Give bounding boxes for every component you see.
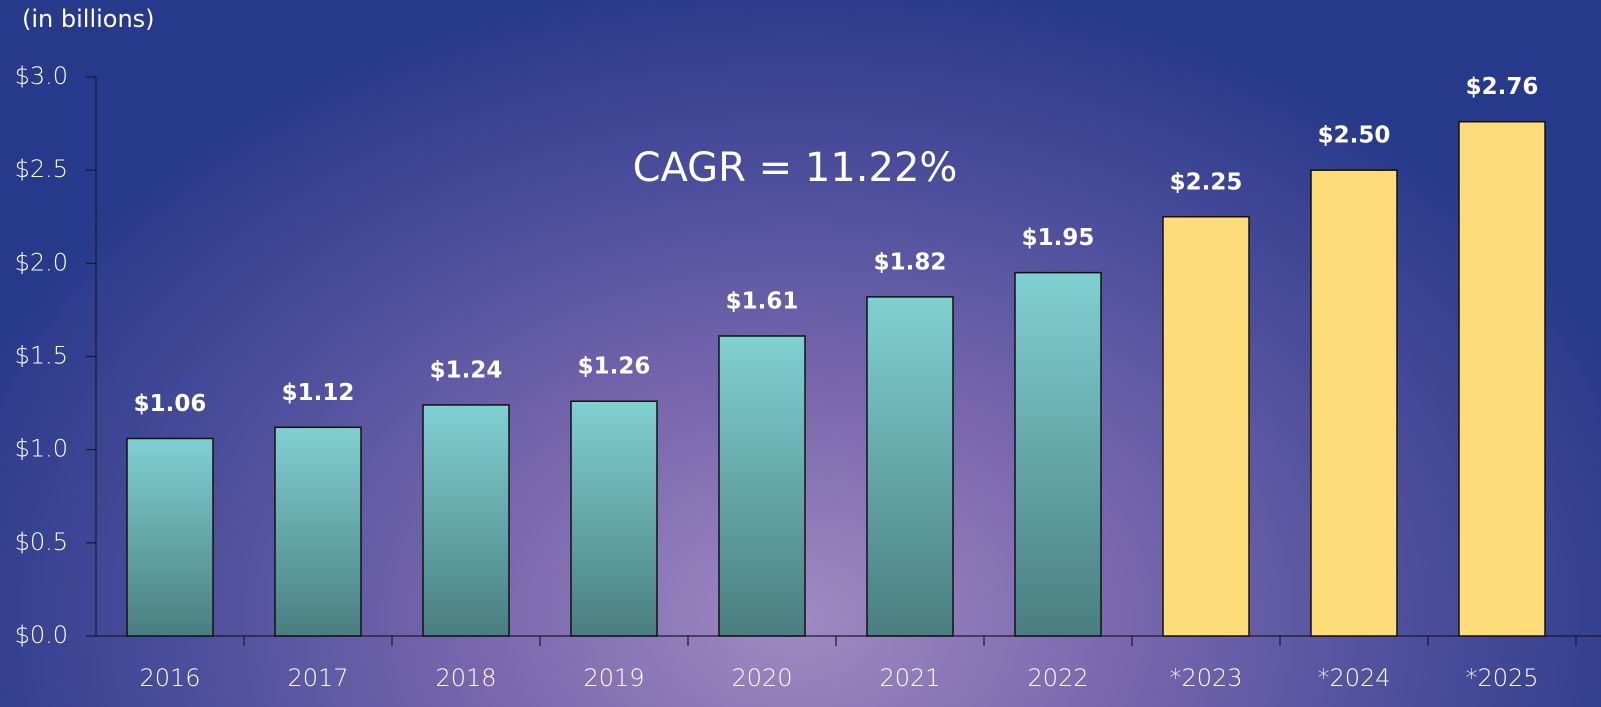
- x-tick-label: *2023: [1169, 664, 1242, 692]
- value-label: $1.12: [282, 380, 355, 406]
- bar: [570, 400, 658, 637]
- value-label: $2.76: [1466, 74, 1539, 100]
- bar: [1310, 169, 1398, 637]
- value-label: $1.06: [134, 391, 207, 417]
- bar: [126, 437, 214, 637]
- x-tick-label: *2025: [1465, 664, 1538, 692]
- x-tick-label: 2019: [583, 664, 644, 692]
- x-tick-label: 2021: [879, 664, 940, 692]
- x-tick-label: *2024: [1317, 664, 1390, 692]
- y-tick-label: $0.0: [15, 621, 68, 649]
- value-label: $2.50: [1318, 123, 1391, 149]
- x-tick-label: 2018: [435, 664, 496, 692]
- x-tick-label: 2020: [731, 664, 792, 692]
- bar: [1014, 271, 1102, 637]
- value-label: $1.24: [430, 357, 503, 383]
- bar: [866, 296, 954, 637]
- y-tick-label: $1.0: [15, 435, 68, 463]
- bar: [422, 404, 510, 637]
- value-label: $1.61: [726, 289, 799, 315]
- bar: [1162, 216, 1250, 637]
- y-tick-label: $2.5: [15, 155, 68, 183]
- value-label: $1.95: [1022, 225, 1095, 251]
- x-tick-label: 2022: [1027, 664, 1088, 692]
- x-tick-label: 2017: [287, 664, 348, 692]
- bar: [1458, 120, 1546, 637]
- x-tick-label: 2016: [139, 664, 200, 692]
- y-axis-label: (in billions): [22, 5, 155, 33]
- annotation: CAGR = 11.22%: [633, 145, 958, 191]
- bar: [274, 426, 362, 637]
- value-label: $1.26: [578, 354, 651, 380]
- y-tick-label: $2.0: [15, 248, 68, 276]
- y-tick-label: $3.0: [15, 62, 68, 90]
- y-tick-label: $1.5: [15, 342, 68, 370]
- value-label: $2.25: [1170, 169, 1243, 195]
- bar: [718, 335, 806, 637]
- y-tick-label: $0.5: [15, 528, 68, 556]
- value-label: $1.82: [874, 249, 947, 275]
